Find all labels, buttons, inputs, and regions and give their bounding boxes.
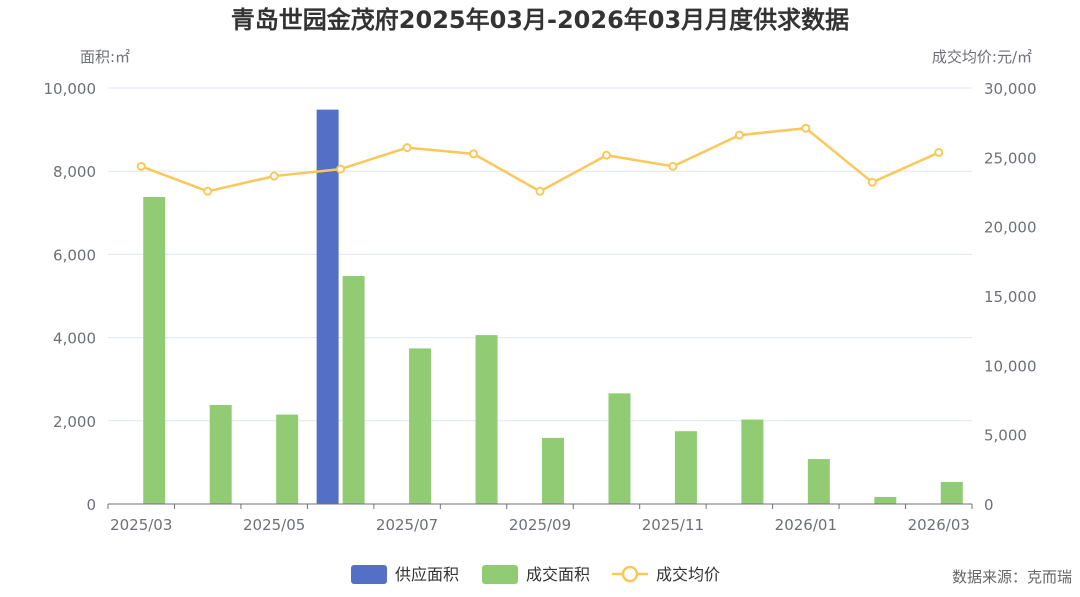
- price-line: [140, 126, 940, 193]
- y-left-tick-label: 0: [86, 496, 96, 514]
- bar-deal-area: [608, 393, 631, 504]
- price-point: [336, 164, 346, 174]
- x-tick-label: 2025/07: [376, 516, 438, 534]
- bar-deal-area: [807, 459, 830, 504]
- bar-deal-area: [475, 335, 498, 504]
- bar-deal-area: [542, 437, 564, 504]
- bar-deal-area: [741, 419, 764, 504]
- x-tick-label: 2026/03: [908, 516, 970, 534]
- bar-series: [143, 109, 963, 504]
- x-tick-label: 2025/05: [243, 516, 305, 534]
- bar-deal-area: [409, 348, 432, 504]
- x-tick-label: 2026/01: [775, 516, 837, 534]
- y-right-axis-label: 成交均价:元/㎡: [932, 48, 1032, 66]
- x-tick-label: 2025/09: [509, 516, 571, 534]
- y-left-tick-label: 2,000: [53, 413, 96, 431]
- y-right-tick-label: 5,000: [984, 427, 1027, 445]
- legend-swatch: [351, 565, 387, 584]
- legend-swatch: [482, 565, 518, 584]
- bar-deal-area: [143, 196, 166, 504]
- legend-swatch-marker: [621, 565, 639, 583]
- price-point: [934, 147, 944, 157]
- bar-supply-area: [316, 109, 339, 504]
- price-point: [535, 186, 545, 196]
- y-right-tick-label: 20,000: [984, 219, 1037, 237]
- legend-label: 供应面积: [395, 565, 459, 584]
- x-tick-label: 2025/03: [110, 516, 172, 534]
- bar-deal-area: [940, 481, 963, 504]
- source-note: 数据来源：克而瑞: [952, 568, 1072, 586]
- y-right-tick-label: 10,000: [984, 357, 1037, 375]
- price-point: [402, 143, 412, 153]
- legend-label: 成交面积: [526, 565, 590, 584]
- y-right-tick-label: 0: [984, 496, 994, 514]
- y-right-tick-label: 30,000: [984, 80, 1037, 98]
- y-left-tick-label: 8,000: [53, 163, 96, 181]
- bar-deal-area: [209, 404, 232, 504]
- axes: 0 2,000 4,000 6,000 8,000 10,000 0 5,000 10,000 1…: [44, 80, 1037, 534]
- grid-lines: [108, 87, 972, 422]
- price-point: [801, 123, 811, 133]
- price-point: [269, 171, 279, 181]
- price-point: [734, 130, 744, 140]
- y-left-tick-label: 6,000: [53, 246, 96, 264]
- bar-deal-area: [276, 414, 299, 504]
- price-point: [136, 161, 146, 171]
- y-right-tick-label: 15,000: [984, 288, 1037, 306]
- legend: 供应面积 成交面积 成交均价: [351, 565, 720, 584]
- price-point: [867, 177, 877, 187]
- y-left-tick-label: 4,000: [53, 330, 96, 348]
- price-point: [469, 149, 479, 159]
- price-point: [601, 150, 611, 160]
- bar-deal-area: [674, 431, 697, 504]
- legend-label: 成交均价: [656, 565, 720, 584]
- bar-deal-area: [342, 276, 365, 504]
- y-left-tick-label: 10,000: [44, 80, 97, 98]
- line-series: [136, 123, 944, 196]
- y-left-axis-label: 面积:㎡: [80, 48, 130, 66]
- y-right-tick-label: 25,000: [984, 149, 1037, 167]
- x-tick-label: 2025/11: [642, 516, 704, 534]
- price-point: [668, 161, 678, 171]
- chart-title: 青岛世园金茂府2025年03月-2026年03月月度供求数据: [231, 6, 849, 34]
- bar-deal-area: [874, 496, 897, 504]
- price-point: [203, 186, 213, 196]
